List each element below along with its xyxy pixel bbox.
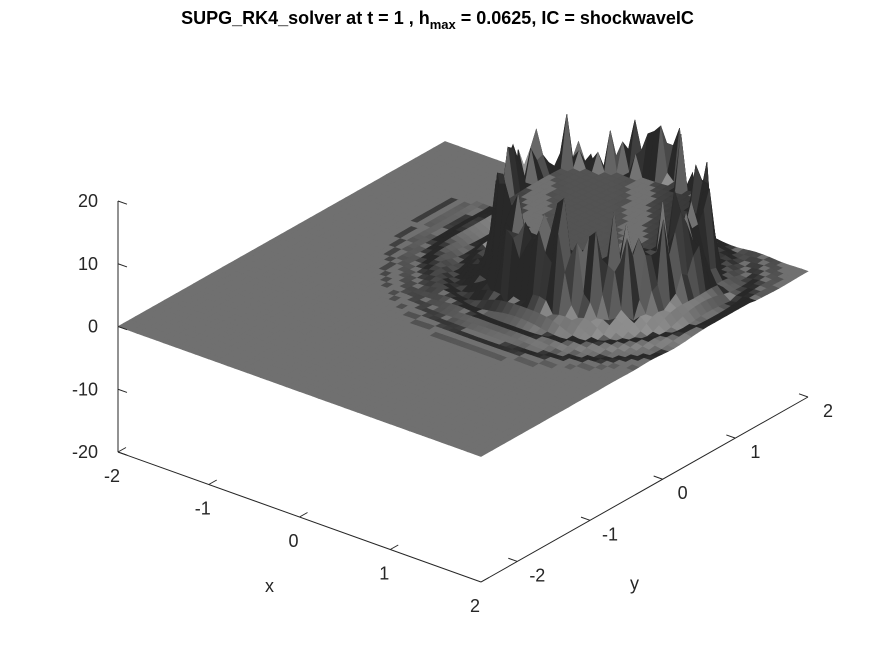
- z-tick-label: -20: [72, 442, 98, 462]
- x-tick: [208, 479, 217, 485]
- z-tick-label: 10: [78, 254, 98, 274]
- y-tick-label: -2: [529, 565, 545, 585]
- x-tick-label: -2: [104, 466, 120, 486]
- x-tick-label: 0: [288, 531, 298, 551]
- y-axis-line: [480, 396, 809, 583]
- z-tick: [117, 326, 128, 331]
- surface-face: [473, 450, 488, 457]
- y-tick-label: 0: [678, 483, 688, 503]
- z-tick-label: 20: [78, 191, 98, 211]
- z-tick: [117, 200, 128, 205]
- x-tick-label: 1: [379, 564, 389, 584]
- y-tick: [508, 557, 518, 562]
- y-tick-label: 1: [750, 442, 760, 462]
- x-tick-label: -1: [195, 499, 211, 519]
- y-tick: [798, 393, 809, 398]
- y-tick: [726, 434, 736, 439]
- x-tick: [299, 512, 308, 518]
- x-tick: [480, 577, 490, 583]
- y-axis-label: y: [630, 574, 639, 594]
- x-axis-label: x: [265, 576, 274, 596]
- z-tick: [117, 263, 128, 268]
- y-tick-label: -1: [602, 524, 618, 544]
- y-tick: [653, 475, 663, 480]
- z-tick: [117, 388, 128, 393]
- surface-mesh: [117, 113, 809, 457]
- z-tick-label: -10: [72, 379, 98, 399]
- y-tick-label: 2: [823, 401, 833, 421]
- chart-title: SUPG_RK4_solver at t = 1 , hmax = 0.0625…: [181, 8, 694, 32]
- x-tick-label: 2: [470, 596, 480, 616]
- y-tick: [580, 516, 591, 521]
- z-tick-label: 0: [88, 317, 98, 337]
- z-tick: [117, 451, 128, 456]
- title-subscript: max: [429, 17, 456, 32]
- x-tick: [117, 447, 127, 453]
- x-tick: [390, 544, 399, 550]
